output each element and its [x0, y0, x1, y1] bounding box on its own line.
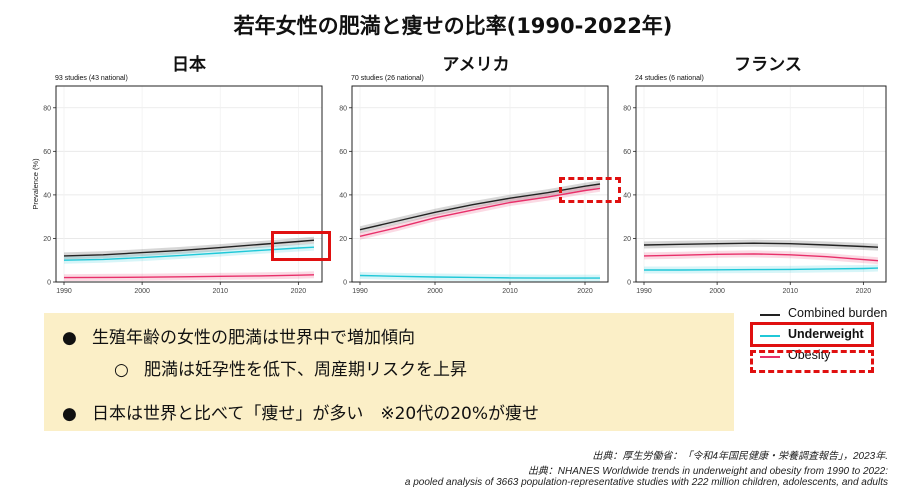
- legend-item-underweight: Underweight: [752, 326, 902, 346]
- y-tick-label: 60: [43, 149, 51, 156]
- y-tick-label: 80: [43, 105, 51, 112]
- y-tick-label: 80: [623, 105, 631, 112]
- source-line-2: 出典：NHANES Worldwide trends in underweigh…: [527, 466, 888, 477]
- series-line-obesity: [63, 274, 315, 279]
- usa-obesity-highlight: [559, 177, 621, 203]
- notes-box: ● 生殖年齢の女性の肥満は世界中で増加傾向 ○ 肥満は妊孕性を低下、周産期リスクを上…: [44, 313, 734, 431]
- x-tick-label: 2010: [212, 288, 228, 295]
- x-tick-label: 1990: [56, 288, 72, 295]
- legend-item-combined: Combined burden: [752, 305, 902, 325]
- japan-underweight-highlight: [271, 231, 331, 261]
- study-count-note: 70 studies (26 national): [351, 75, 424, 82]
- series-line-underweight: [644, 267, 879, 271]
- y-tick-label: 0: [627, 280, 631, 287]
- panel-title-usa: アメリカ: [442, 55, 510, 75]
- y-tick-label: 40: [43, 192, 51, 199]
- series-line-underweight: [63, 246, 315, 261]
- bullet-hollow-icon: ○: [114, 360, 129, 380]
- y-tick-label: 60: [339, 149, 347, 156]
- legend-underweight-highlight: [750, 322, 874, 347]
- panel-title-japan: 日本: [172, 55, 206, 75]
- x-tick-label: 2000: [427, 288, 443, 295]
- bullet-filled-icon: ●: [62, 404, 77, 424]
- y-tick-label: 20: [339, 236, 347, 243]
- chart-usa: 70 studies (26 national) 0 20 40 60 80 1990 200…: [339, 75, 609, 295]
- source-line-3: a pooled analysis of 3663 population-rep…: [404, 477, 888, 488]
- series-line-underweight: [359, 274, 600, 279]
- source-line-1: 出典：厚生労働省：「令和4年国民健康・栄養調査報告」，2023年.: [592, 451, 888, 462]
- note-item-1: ● 生殖年齢の女性の肥満は世界中で増加傾向: [62, 323, 415, 348]
- note-item-2: ○ 肥満は妊孕性を低下、周産期リスクを上昇: [114, 355, 467, 380]
- note-item-3: ● 日本は世界と比べて「痩せ」が多い ※20代の20%が痩せ: [62, 399, 539, 424]
- series-line-obesity: [643, 253, 879, 262]
- x-tick-label: 2000: [134, 288, 150, 295]
- legend-obesity-highlight: [750, 350, 874, 373]
- panel-title-france: フランス: [734, 55, 802, 75]
- series-line-obesity: [359, 187, 601, 237]
- page-title: 若年女性の肥満と痩せの比率(1990-2022年): [233, 14, 673, 38]
- plot-frame: [635, 85, 887, 283]
- y-tick-label: 40: [339, 192, 347, 199]
- study-count-note: 93 studies (43 national): [55, 75, 128, 82]
- series-band-obesity: [644, 250, 878, 265]
- legend-combined-swatch: [760, 314, 780, 316]
- y-tick-label: 20: [43, 236, 51, 243]
- series-band-combined: [644, 239, 878, 251]
- x-tick-label: 1990: [352, 288, 368, 295]
- y-tick-label: 60: [623, 149, 631, 156]
- series-line-combined: [359, 183, 601, 231]
- note-text-3: 日本は世界と比べて「痩せ」が多い ※20代の20%が痩せ: [92, 404, 539, 424]
- y-tick-label: 20: [623, 236, 631, 243]
- x-tick-label: 1990: [636, 288, 652, 295]
- x-tick-label: 2020: [577, 288, 593, 295]
- series-line-combined: [63, 239, 315, 257]
- legend-obesity-swatch: [760, 356, 780, 358]
- x-tick-label: 2020: [856, 288, 872, 295]
- y-tick-label: 0: [47, 280, 51, 287]
- x-tick-label: 2010: [782, 288, 798, 295]
- x-tick-label: 2020: [291, 288, 307, 295]
- plot-frame: [351, 85, 609, 283]
- y-tick-label: 80: [339, 105, 347, 112]
- note-text-2: 肥満は妊孕性を低下、周産期リスクを上昇: [144, 360, 467, 380]
- chart-japan: 93 studies (43 national) 0 20 40 60 80 1990 200…: [31, 75, 323, 295]
- series-line-combined: [643, 242, 879, 248]
- chart-france: 24 studies (6 national) 0 20 40 60 80 1990 2000…: [623, 75, 887, 295]
- bullet-filled-icon: ●: [62, 328, 77, 348]
- plot-frame: [55, 85, 323, 283]
- note-text-1: 生殖年齢の女性の肥満は世界中で増加傾向: [92, 328, 415, 348]
- x-tick-label: 2000: [709, 288, 725, 295]
- y-axis-label: Prevalence (%): [31, 158, 40, 210]
- study-count-note: 24 studies (6 national): [635, 75, 704, 82]
- legend-combined-label: Combined burden: [788, 306, 888, 320]
- y-tick-label: 40: [623, 192, 631, 199]
- legend-underweight-label: Underweight: [788, 327, 864, 341]
- legend-underweight-swatch: [760, 335, 780, 337]
- y-tick-label: 0: [343, 280, 347, 287]
- x-tick-label: 2010: [502, 288, 518, 295]
